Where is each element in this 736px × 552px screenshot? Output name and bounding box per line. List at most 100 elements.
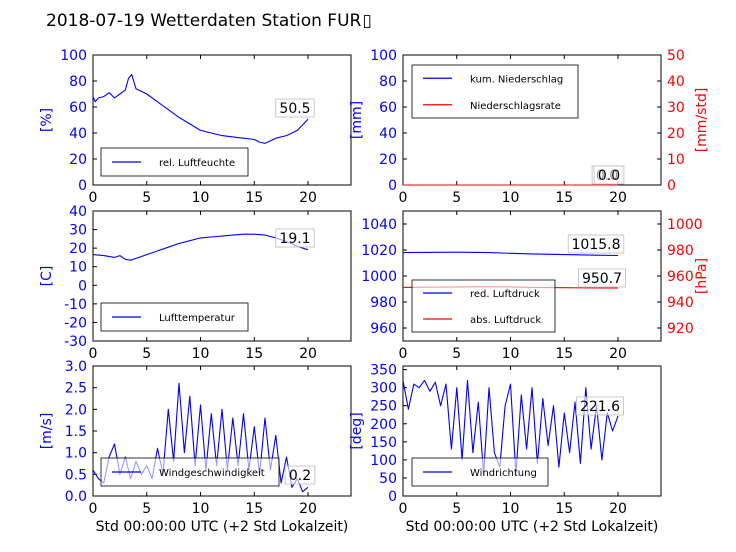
y-tick-label: 60 (69, 100, 87, 116)
x-tick-label: 5 (452, 346, 461, 362)
annotation-box (275, 228, 315, 248)
x-tick-label: 5 (452, 501, 461, 517)
y-tick-label: 300 (370, 381, 397, 397)
y-tick-label: 150 (370, 435, 397, 451)
y-tick-label: 80 (379, 74, 397, 90)
annotation-label: 0.0 (598, 168, 620, 184)
x-tick-label: 20 (299, 346, 317, 362)
x-tick-label: 10 (192, 501, 210, 517)
x-tick-label: 10 (192, 346, 210, 362)
y-tick-label: 3.0 (65, 359, 87, 375)
y-tick-label: 20 (69, 241, 87, 257)
annotation-box (593, 165, 625, 185)
y-tick-label: -20 (64, 315, 87, 331)
figure-title: 2018-07-19 Wetterdaten Station FUR (46, 11, 362, 31)
legend-box (411, 64, 579, 119)
y2-tick-label: 30 (667, 100, 685, 116)
legend-label: Niederschlagsrate (470, 101, 561, 112)
chart-wind_speed: 0 5 10 15 20 0.0 0.5 1.0 1.5 2.0 2.5 3.0 [m/s] Std 00… (39, 359, 352, 535)
y-tick-label: 20 (379, 152, 397, 168)
y2-axis-label: [hPa] (694, 258, 710, 294)
y2-tick-label: 960 (667, 269, 694, 285)
x-tick-label: 15 (555, 346, 573, 362)
chart-pressure: 0 5 10 15 20 960 980 1000 1020 1040 920 940 960 980 10… (361, 210, 710, 362)
y-axis-label: [m/s] (39, 413, 55, 450)
series-line-1 (402, 251, 619, 257)
y2-axis-label: [mm/std] (694, 88, 710, 153)
x-tick-label: 15 (555, 501, 573, 517)
annotation-label: 221.6 (580, 399, 620, 415)
y-tick-label: 1020 (361, 243, 397, 259)
y-tick-label: 50 (379, 471, 397, 487)
legend-box (411, 279, 556, 333)
y-tick-label: 2.5 (65, 381, 87, 397)
y-tick-label: 80 (69, 74, 87, 90)
x-tick-label: 0 (399, 346, 408, 362)
x-tick-label: 20 (609, 501, 627, 517)
series-line-1 (92, 73, 309, 144)
x-tick-label: 10 (502, 190, 520, 206)
annotation-label: 0.2 (289, 468, 311, 484)
y-tick-label: 60 (379, 100, 397, 116)
y-tick-label: 0.0 (65, 489, 87, 505)
x-tick-label: 15 (555, 190, 573, 206)
y-tick-label: 1000 (361, 269, 397, 285)
annotation-box (284, 465, 316, 485)
annotation-box (567, 234, 625, 254)
x-tick-label: 0 (89, 501, 98, 517)
y2-tick-label: 0 (667, 178, 676, 194)
legend-label: Windgeschwindigkeit (159, 468, 265, 479)
legend-label: abs. Luftdruck (470, 315, 541, 326)
x-tick-label: 20 (299, 501, 317, 517)
y-tick-label: -30 (64, 334, 87, 350)
y2-tick-label: 40 (667, 74, 685, 90)
y-tick-label: 100 (370, 48, 397, 64)
y-tick-label: -10 (64, 297, 87, 313)
y-tick-label: 0.5 (65, 467, 87, 483)
x-tick-label: 20 (609, 346, 627, 362)
x-axis-label: Std 00:00:00 UTC (+2 Std Lokalzeit) (96, 519, 349, 535)
y-tick-label: 2.0 (65, 402, 87, 418)
y-tick-label: 1040 (361, 217, 397, 233)
x-tick-label: 10 (502, 346, 520, 362)
title-glyph: ▯ (362, 11, 371, 31)
legend-label: rel. Luftfeuchte (159, 158, 235, 169)
y2-tick-label: 980 (667, 243, 694, 259)
y2-tick-label: 50 (667, 48, 685, 64)
x-tick-label: 5 (142, 501, 151, 517)
x-tick-label: 10 (502, 501, 520, 517)
annotation-label: 1015.8 (572, 237, 621, 253)
y-axis-label: [%] (39, 108, 55, 132)
y2-tick-label: 10 (667, 152, 685, 168)
y-tick-label: 250 (370, 399, 397, 415)
x-tick-label: 15 (245, 346, 263, 362)
y-tick-label: 960 (370, 321, 397, 337)
y-tick-label: 350 (370, 363, 397, 379)
annotation-label: 50.5 (279, 101, 310, 117)
y-tick-label: 980 (370, 295, 397, 311)
y-tick-label: 0 (78, 178, 87, 194)
x-tick-label: 0 (399, 501, 408, 517)
x-tick-label: 5 (142, 346, 151, 362)
x-tick-label: 10 (192, 190, 210, 206)
y-axis-label: [deg] (349, 412, 365, 449)
y2-tick-label: 940 (667, 295, 694, 311)
y-tick-label: 10 (69, 260, 87, 276)
y-tick-label: 40 (69, 126, 87, 142)
y-tick-label: 100 (370, 453, 397, 469)
series-line-1 (92, 233, 309, 261)
y-axis-label: [C] (39, 266, 55, 287)
y2-tick-label: 1000 (667, 217, 703, 233)
y-axis-label: [mm] (349, 101, 365, 139)
chart-temperature: 0 5 10 15 20 -30 -20 -10 0 10 20 30 40 [C] 19.1 Lufttem… (39, 204, 352, 362)
y-tick-label: 200 (370, 417, 397, 433)
series-line-1 (402, 379, 619, 475)
annotation-box (576, 396, 624, 416)
legend-label: red. Luftdruck (470, 289, 540, 300)
y2-tick-label: 20 (667, 126, 685, 142)
y-tick-label: 40 (69, 204, 87, 220)
y-tick-label: 0 (388, 178, 397, 194)
